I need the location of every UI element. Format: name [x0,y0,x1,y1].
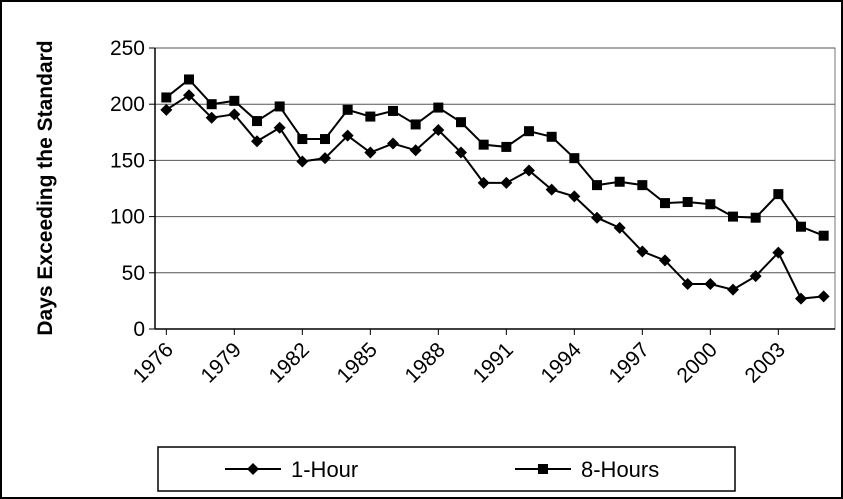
point [161,92,172,103]
point [818,230,829,241]
y-tick-label: 200 [110,93,145,116]
point [184,74,194,85]
point [410,119,421,130]
point [478,139,489,150]
point [728,211,738,222]
point [817,290,830,303]
legend-marker [538,464,548,474]
point [229,95,240,106]
point [568,190,581,203]
point [613,221,626,234]
point [388,105,398,116]
point [387,137,399,150]
point [319,152,331,165]
point [477,176,490,189]
y-tick-label: 150 [110,149,145,172]
y-tick-label: 50 [122,262,145,285]
point [705,199,716,210]
point [456,117,466,128]
point [251,135,263,148]
point [364,146,377,159]
point [659,254,671,267]
point [636,245,649,258]
y-tick-label: 250 [110,37,145,60]
point [749,270,762,283]
point [160,103,173,116]
point [205,111,218,124]
point [433,102,444,113]
point [274,101,285,112]
point [660,198,670,209]
point [750,212,761,223]
point [455,146,467,159]
point [796,221,806,232]
y-tick-label: 0 [133,318,145,341]
point [682,196,693,207]
point [409,144,422,157]
point [569,153,580,164]
point [228,108,241,121]
y-axis-label: Days Exceeding the Standard [34,40,57,335]
point [273,121,286,134]
point [297,134,308,145]
legend-label: 8-Hours [581,457,659,482]
point [523,164,535,177]
point [524,126,534,137]
point [592,180,602,191]
point [183,89,195,102]
point [727,283,739,296]
legend-label: 1-Hour [291,457,358,482]
y-tick-label: 100 [110,206,145,229]
point [546,131,557,142]
point [341,129,354,142]
point [614,176,625,187]
point [501,141,512,152]
point [432,124,445,137]
point [795,292,807,305]
point [252,116,262,127]
point [681,278,694,291]
point [500,176,513,189]
legend-marker [247,463,259,475]
point [545,183,558,196]
point [296,155,309,168]
point [591,211,603,224]
point [637,180,648,191]
point [772,246,785,259]
point [704,278,717,291]
point [320,134,330,145]
point [365,111,376,122]
point [342,104,353,115]
point [773,189,784,200]
point [206,99,217,110]
